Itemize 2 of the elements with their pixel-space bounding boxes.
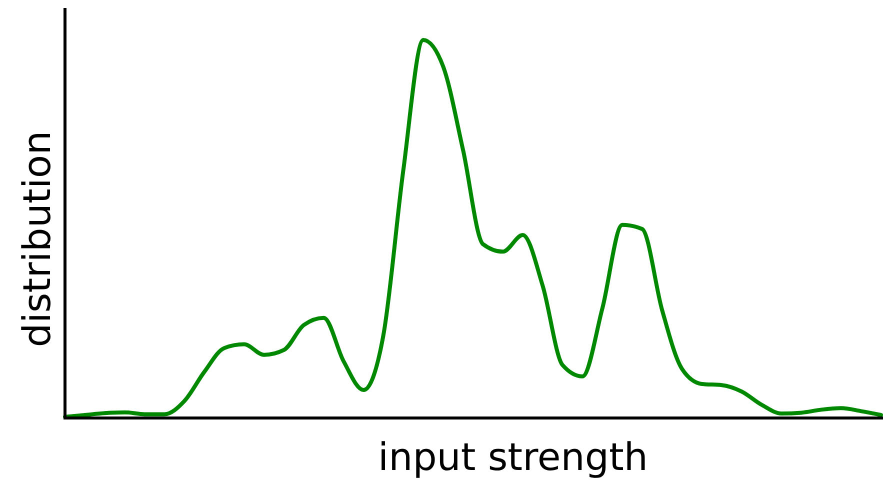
x-axis-title: input strength bbox=[378, 435, 648, 479]
y-axis-title: distribution bbox=[15, 130, 59, 348]
